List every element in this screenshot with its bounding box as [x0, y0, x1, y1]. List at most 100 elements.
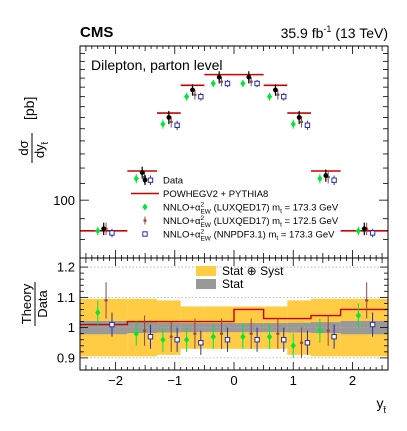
n1-marker [240, 333, 246, 341]
n1-marker [210, 333, 216, 341]
data-point [246, 74, 252, 80]
plot-annotation: Dilepton, parton level [91, 57, 223, 73]
data-point [361, 226, 367, 232]
lumi-label: 35.9 fb-1 (13 TeV) [281, 24, 388, 41]
ratio-legend-swatch [196, 266, 216, 276]
n1-marker [133, 175, 139, 183]
stat-band [127, 322, 157, 334]
top-legend: Data POWHEGV2 + PYTHIA8 NNLO+α2 EW (LUXQED1… [131, 175, 339, 243]
n1-marker [317, 175, 323, 183]
powheg-ratio-line [80, 308, 388, 326]
ratio-y-tick-label: 1.2 [57, 260, 75, 275]
legend-entry-n3: NNLO+α2 EW (NNPDF3.1) mt = 173.3 GeV [142, 229, 335, 243]
ratio-legend-swatch [196, 279, 216, 289]
legend-label: NNLO+α2 EW (LUXQED17) mt = 172.5 GeV [163, 215, 339, 229]
data-point [216, 74, 222, 80]
n3-marker [254, 337, 260, 343]
legend-entry-powheg: POWHEGV2 + PYTHIA8 [131, 189, 268, 200]
n1-marker [160, 120, 166, 128]
n3-marker [109, 230, 115, 236]
n3-marker [109, 321, 115, 328]
data-point [101, 226, 107, 232]
stat-band [263, 323, 288, 333]
ratio-y-tick-label: 1 [68, 320, 75, 335]
n3-marker [331, 177, 337, 183]
n3-marker [198, 93, 204, 100]
svg-text:Theory: Theory [19, 283, 34, 324]
x-tick-label: 0 [230, 373, 237, 388]
n3-marker [174, 122, 180, 128]
ratio-legend-entry-stat: Stat [196, 277, 244, 291]
svg-text:[pb]: [pb] [21, 97, 37, 120]
n1-marker [184, 336, 190, 344]
x-tick-label: 2 [349, 373, 356, 388]
n1-marker [290, 342, 296, 350]
top-panel: 100 [53, 45, 389, 259]
x-tick-label: −2 [108, 373, 123, 388]
n3-marker [331, 334, 337, 340]
legend-label: POWHEGV2 + PYTHIA8 [163, 189, 268, 200]
data-point [190, 87, 195, 93]
svg-text:Data: Data [35, 290, 50, 318]
x-axis-label: yt̄ [376, 395, 386, 415]
n3-marker [304, 340, 311, 346]
svg-text:dyt̄: dyt̄ [32, 141, 50, 158]
stat-band [204, 323, 234, 333]
n1-marker [133, 330, 139, 338]
n1-marker [317, 327, 323, 335]
ratio-y-axis-label: Theory Data [19, 282, 50, 326]
x-tick-label: 1 [290, 373, 297, 388]
data-point [273, 87, 278, 93]
data-point [323, 173, 329, 178]
data-point [296, 114, 302, 120]
legend-entry-data: Data [142, 175, 184, 187]
n3-marker [147, 334, 154, 340]
n3-marker [304, 122, 311, 128]
n3-marker [281, 93, 287, 100]
x-tick-label: −1 [167, 373, 182, 388]
n1-marker [95, 308, 101, 316]
legend-n3-marker [142, 231, 148, 237]
n1-marker [160, 336, 166, 344]
n3-marker [147, 177, 154, 183]
stat-band [287, 322, 311, 333]
n1-marker [95, 227, 101, 235]
ratio-frame [79, 257, 389, 371]
n3-marker [369, 230, 376, 236]
n1-marker [240, 79, 246, 87]
n1-marker [266, 333, 273, 341]
n1-marker [210, 79, 216, 87]
n3-marker [254, 80, 260, 87]
n1-marker [184, 93, 190, 101]
n1-marker [290, 120, 296, 128]
ratio-y-tick-label: 1.1 [57, 290, 75, 305]
n3-marker [281, 337, 287, 343]
ratio-panel: 0.9 1 1.1 1.2 −2 −1 0 1 2 [57, 257, 389, 388]
legend-n1-marker [142, 203, 148, 211]
n1-marker [355, 312, 361, 320]
data-point [166, 114, 172, 120]
cms-label: CMS [80, 24, 113, 41]
y-tick-label: 100 [53, 193, 75, 208]
legend-label: Data [163, 176, 184, 187]
top-y-axis-label: dσ dyt̄ [pb] [16, 97, 50, 163]
ratio-legend-entry-statsyst: Stat ⊕ Syst [196, 264, 284, 278]
n3-marker [174, 337, 180, 343]
ratio-legend-label: Stat ⊕ Syst [222, 264, 284, 278]
svg-text:dσ: dσ [16, 140, 31, 155]
legend-entry-n2: NNLO+α2 EW (LUXQED17) mt = 172.5 GeV [143, 215, 339, 229]
ratio-y-tick-label: 0.9 [57, 350, 75, 365]
legend-label: NNLO+α2 EW (NNPDF3.1) mt = 173.3 GeV [163, 229, 335, 243]
n3-marker [198, 340, 204, 346]
data-point [139, 170, 145, 175]
ratio-legend-label: Stat [222, 277, 244, 291]
legend-data-marker [142, 177, 148, 183]
n1-marker [355, 227, 361, 235]
n3-marker [224, 80, 231, 87]
n3-marker [224, 337, 231, 343]
n1-marker [266, 93, 273, 101]
legend-entry-n1: NNLO+α2 EW (LUXQED17) mt = 173.3 GeV [142, 202, 339, 216]
legend-label: NNLO+α2 EW (LUXQED17) mt = 173.3 GeV [163, 202, 339, 216]
